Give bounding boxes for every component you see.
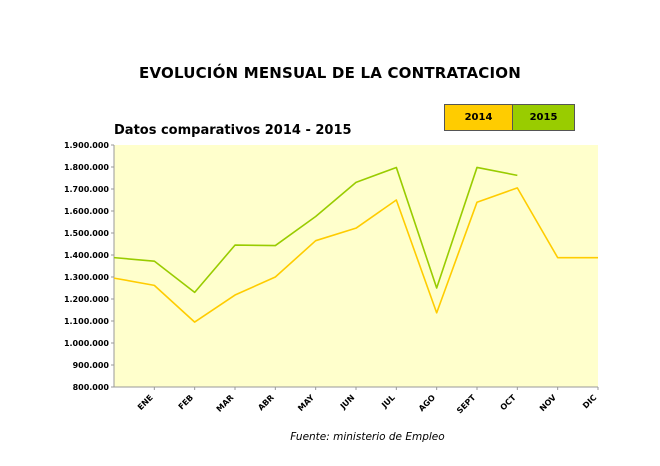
chart-main-title: EVOLUCIÓN MENSUAL DE LA CONTRATACION [139, 64, 521, 82]
y-tick-label: 1.000.000 [64, 339, 109, 348]
y-tick-label: 1.400.000 [64, 251, 109, 260]
y-tick-label: 1.700.000 [64, 185, 109, 194]
chart-subtitle: Datos comparativos 2014 - 2015 [114, 123, 352, 138]
series-line-2015 [113, 166, 518, 294]
x-tick-label: ABR [256, 393, 275, 412]
series-line-2014 [113, 187, 598, 323]
plot-area [114, 145, 598, 387]
x-tick-label: SEPT [455, 393, 478, 416]
y-tick-label: 1.600.000 [64, 207, 109, 216]
legend-2014-label: 2014 [464, 112, 493, 123]
chart-source-note: Fuente: ministerio de Empleo [290, 431, 445, 443]
x-tick-label: JUN [338, 393, 357, 412]
x-tick-label: NOV [538, 392, 559, 413]
x-tick-label: AGO [417, 393, 437, 413]
y-tick-label: 1.800.000 [64, 163, 109, 172]
x-tick-label: OCT [499, 393, 519, 413]
y-tick-label: 900.000 [73, 361, 110, 370]
y-tick-label: 1.300.000 [64, 273, 109, 282]
y-tick-label: 1.500.000 [64, 229, 109, 238]
y-tick-label: 1.200.000 [64, 295, 109, 304]
y-tick-label: 1.900.000 [64, 141, 109, 150]
x-tick-label: MAR [215, 393, 236, 414]
legend-2015-label: 2015 [529, 112, 558, 123]
legend-2014: 2014 [444, 104, 513, 131]
y-tick-label: 800.000 [73, 383, 110, 392]
x-tick-label: ENE [136, 393, 155, 412]
x-tick-label: DIC [581, 393, 598, 410]
y-tick-label: 1.100.000 [64, 317, 109, 326]
x-tick-label: FEB [177, 393, 195, 411]
x-tick-label: MAY [296, 393, 316, 413]
x-tick-label: JUL [379, 393, 396, 410]
legend-2015: 2015 [512, 104, 575, 131]
